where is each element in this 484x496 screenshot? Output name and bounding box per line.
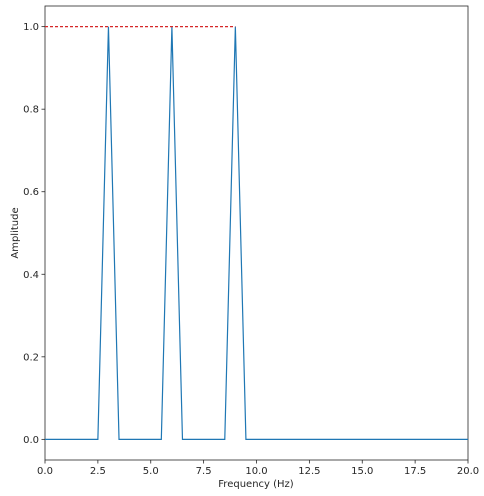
y-tick-label: 0.8 <box>23 105 39 116</box>
y-tick-label: 1.0 <box>23 22 39 33</box>
x-tick-label: 0.0 <box>37 466 53 477</box>
x-tick-label: 20.0 <box>457 466 479 477</box>
x-tick-label: 15.0 <box>351 466 373 477</box>
x-tick-label: 7.5 <box>196 466 212 477</box>
y-tick-label: 0.6 <box>23 187 39 198</box>
x-axis-label: Frequency (Hz) <box>218 479 294 490</box>
x-tick-label: 12.5 <box>298 466 320 477</box>
x-tick-label: 2.5 <box>90 466 106 477</box>
y-tick-label: 0.2 <box>23 352 39 363</box>
y-tick-label: 0.0 <box>23 435 39 446</box>
y-axis-label: Amplitude <box>10 207 21 258</box>
y-tick-label: 0.4 <box>23 270 39 281</box>
x-tick-label: 10.0 <box>245 466 267 477</box>
x-tick-label: 5.0 <box>143 466 159 477</box>
plot-frame <box>44 5 469 461</box>
spectrum-line <box>45 26 468 440</box>
x-tick-label: 17.5 <box>404 466 426 477</box>
